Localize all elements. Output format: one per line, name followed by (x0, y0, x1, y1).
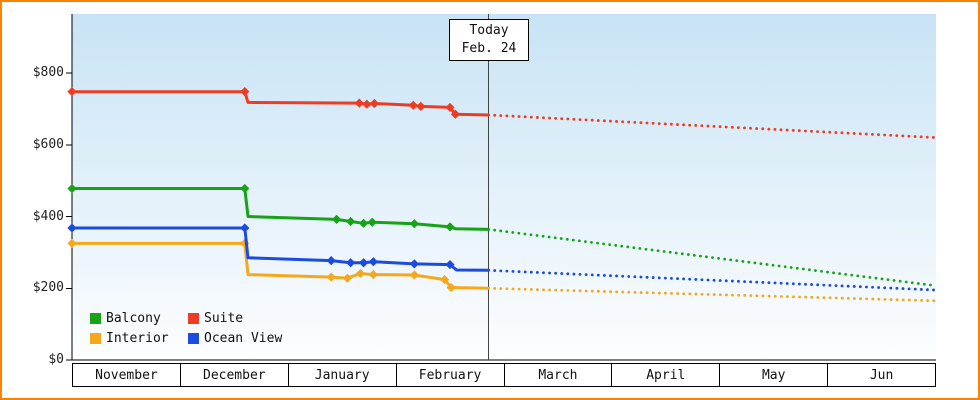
month-label-may: May (720, 364, 829, 386)
suite-color-swatch (188, 313, 199, 324)
balcony-color-swatch (90, 313, 101, 324)
today-annotation: Today Feb. 24 (449, 19, 529, 61)
legend-label-interior: Interior (106, 331, 169, 346)
y-axis-label-0: $0 (48, 352, 64, 367)
y-axis-label-600: $600 (32, 137, 64, 152)
today-date-label: Feb. 24 (461, 41, 517, 56)
month-label-march: March (505, 364, 613, 386)
month-label-december: December (181, 364, 289, 386)
legend-item-interior: Interior (90, 331, 188, 346)
ocean-view-color-swatch (188, 333, 199, 344)
legend-label-balcony: Balcony (106, 311, 161, 326)
interior-color-swatch (90, 333, 101, 344)
legend-label-ocean-view: Ocean View (204, 331, 283, 346)
legend-item-ocean-view: Ocean View (188, 331, 282, 346)
legend-label-suite: Suite (204, 311, 244, 326)
month-label-january: January (289, 364, 397, 386)
month-label-april: April (612, 364, 721, 386)
legend-item-balcony: Balcony (90, 311, 188, 326)
y-axis-label-800: $800 (32, 65, 64, 80)
month-label-february: February (397, 364, 505, 386)
month-label-jun: Jun (869, 367, 894, 383)
x-axis-month-row: November December January February March… (72, 363, 936, 387)
chart-legend: Balcony Suite Interior Ocean View (90, 311, 282, 346)
legend-item-suite: Suite (188, 311, 282, 326)
month-label-november: November (73, 364, 181, 386)
today-label: Today (469, 23, 509, 38)
y-axis-label-200: $200 (32, 280, 64, 295)
y-axis-label-400: $400 (32, 209, 64, 224)
